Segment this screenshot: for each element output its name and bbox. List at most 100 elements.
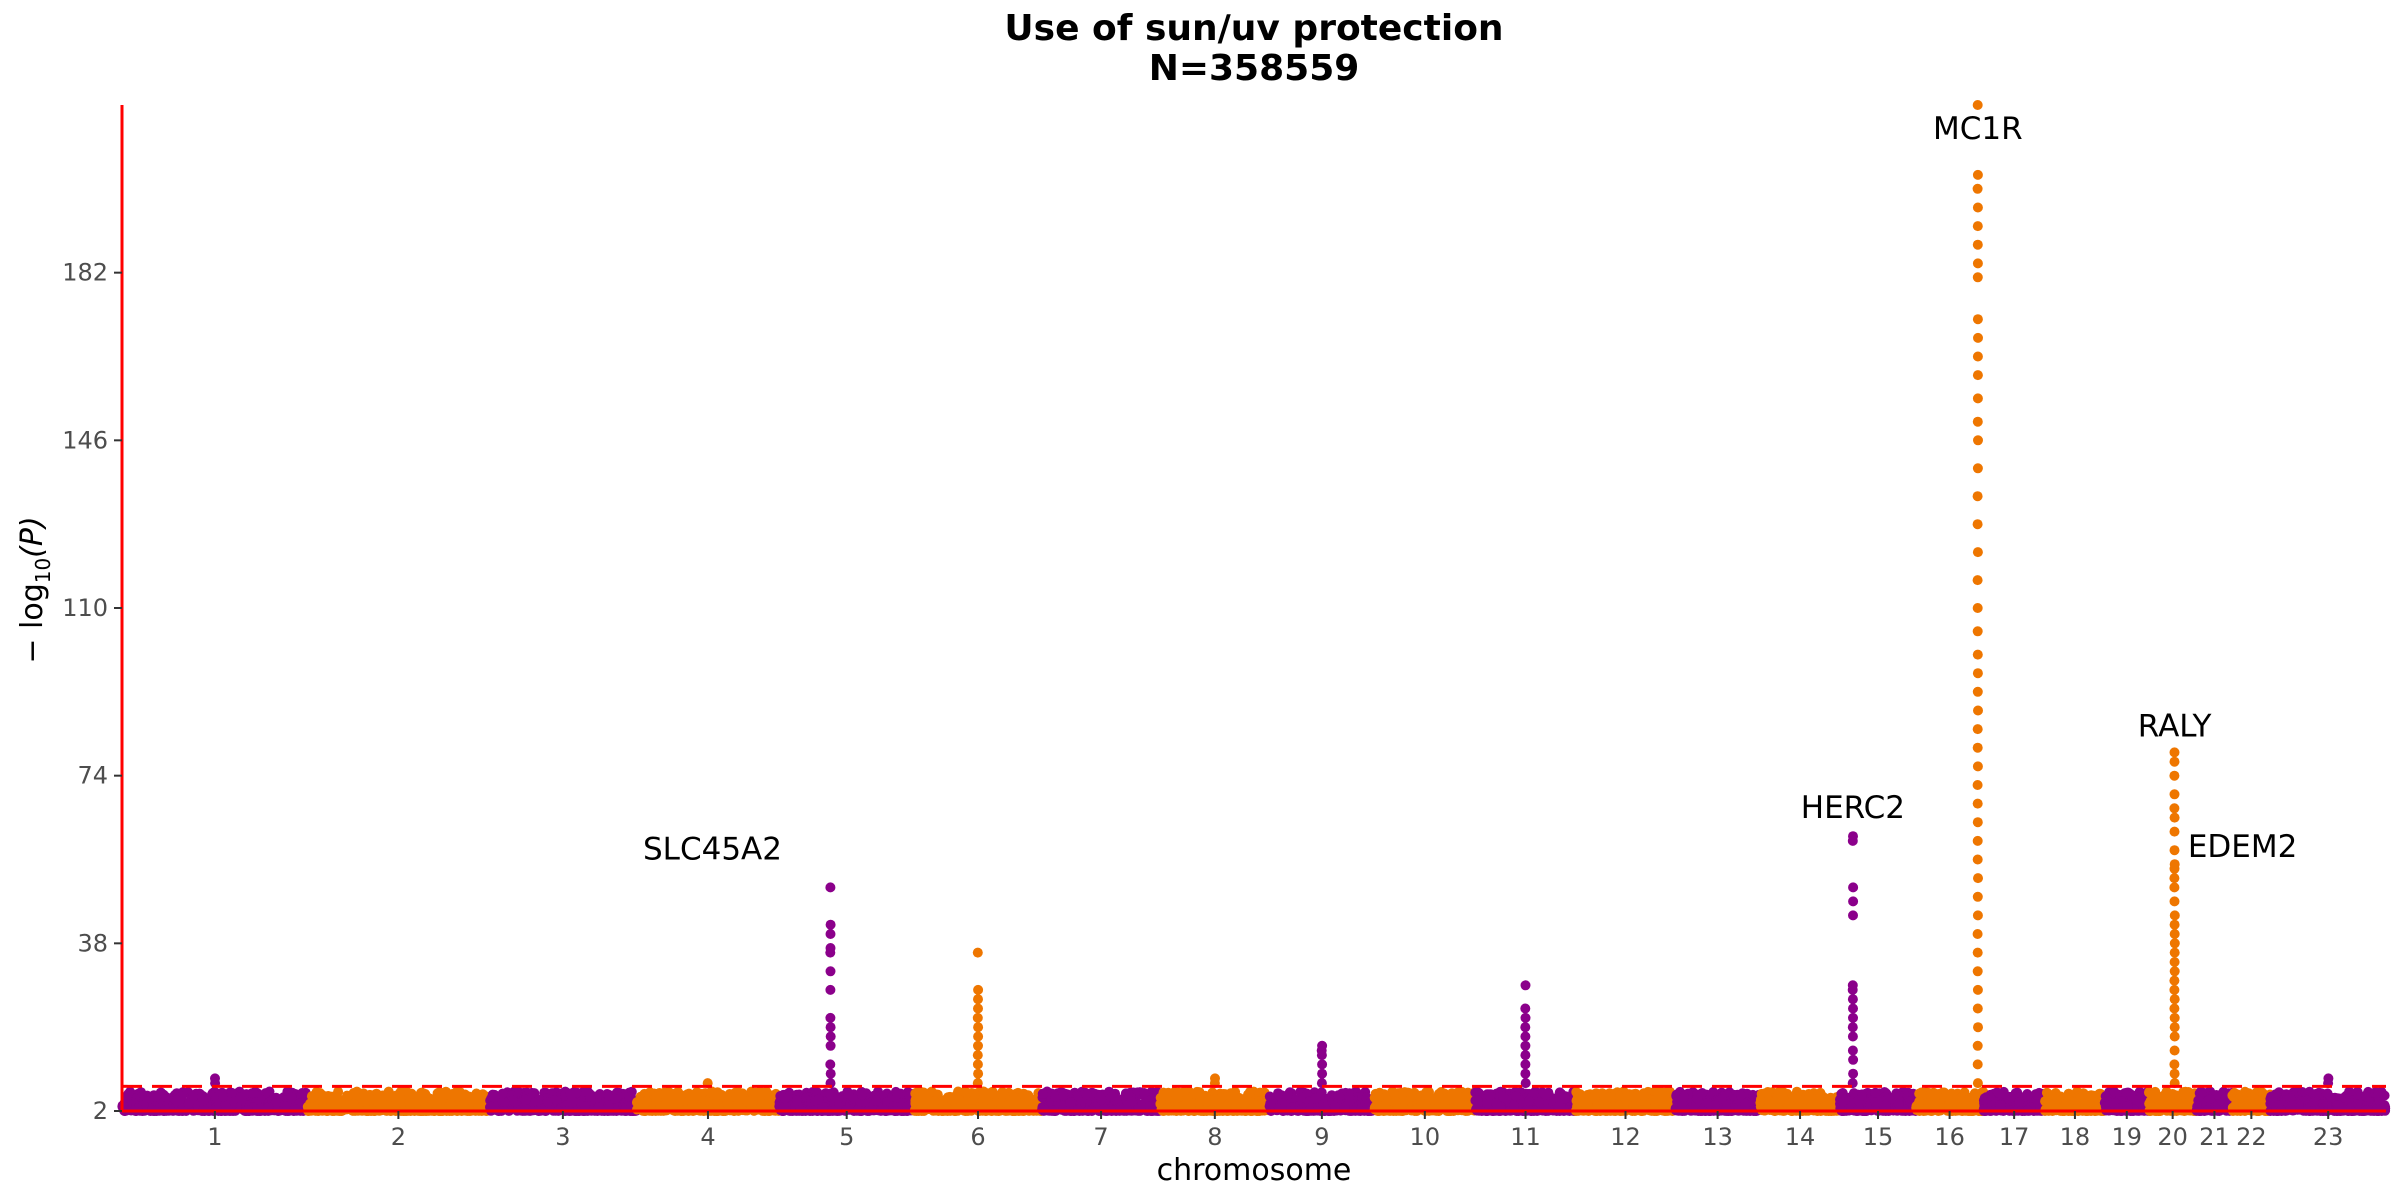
data-point: [1709, 1100, 1720, 1111]
data-point: [249, 1088, 259, 1099]
data-point: [384, 1088, 395, 1099]
data-point: [1692, 1093, 1703, 1104]
data-point: [218, 1091, 228, 1102]
data-point: [1242, 1095, 1253, 1106]
data-point: [297, 1088, 307, 1099]
data-point: [1081, 1089, 1092, 1100]
data-point: [341, 1104, 352, 1115]
data-point: [566, 1095, 577, 1106]
data-point: [1631, 1091, 1642, 1101]
data-point: [585, 1092, 596, 1103]
data-point: [1457, 1096, 1468, 1107]
data-point: [375, 1091, 385, 1102]
data-point: [1509, 1100, 1520, 1111]
chart-title: Use of sun/uv protection: [1004, 8, 1503, 49]
data-point: [742, 1096, 753, 1107]
data-point: [1155, 1092, 1166, 1103]
data-point: [1471, 1104, 1482, 1115]
data-point: [1344, 1091, 1355, 1102]
data-point: [1192, 1089, 1203, 1099]
data-point: [594, 1089, 605, 1099]
data-point: [1058, 1090, 1069, 1101]
data-point: [1230, 1086, 1241, 1097]
data-point: [792, 1095, 803, 1106]
data-point: [1484, 1090, 1495, 1101]
data-point: [150, 1091, 161, 1102]
data-point: [943, 1092, 954, 1103]
data-point: [1406, 1091, 1417, 1102]
data-point: [953, 1086, 964, 1097]
data-point: [1008, 1098, 1019, 1109]
chart-subtitle: N=358559: [1149, 48, 1360, 89]
data-point: [1606, 1092, 1617, 1103]
data-point: [1230, 1095, 1241, 1106]
data-point: [833, 1094, 843, 1105]
data-point: [1373, 1092, 1384, 1103]
data-point: [1107, 1091, 1118, 1102]
data-point: [813, 1094, 824, 1105]
data-point: [579, 1101, 590, 1112]
data-point: [1721, 1104, 1732, 1115]
data-point: [507, 1095, 518, 1106]
data-point: [641, 1096, 652, 1107]
data-point: [315, 1088, 325, 1098]
data-point: [226, 1087, 237, 1098]
data-point: [1491, 1098, 1502, 1109]
data-point: [871, 1095, 881, 1106]
data-point: [824, 1088, 835, 1099]
data-point: [843, 1088, 854, 1099]
data-point: [1740, 1098, 1751, 1109]
data-point: [571, 1087, 582, 1098]
data-point: [411, 1097, 422, 1108]
data-point: [1442, 1092, 1453, 1103]
data-point: [716, 1089, 727, 1100]
data-point: [161, 1092, 172, 1103]
data-point: [235, 1092, 246, 1103]
data-point: [395, 1087, 406, 1098]
data-point: [655, 1101, 666, 1112]
data-point: [687, 1093, 698, 1104]
data-point: [856, 1089, 867, 1100]
data-point: [171, 1095, 182, 1106]
data-point: [978, 1087, 989, 1098]
data-point: [1523, 1096, 1534, 1106]
data-point: [1096, 1094, 1107, 1105]
data-point: [1574, 1094, 1585, 1104]
data-points: [117, 100, 2391, 1116]
data-point: [651, 1093, 662, 1103]
data-point: [1620, 1092, 1631, 1103]
data-point: [1510, 1091, 1521, 1102]
data-point: [1037, 1089, 1048, 1099]
data-point: [428, 1094, 439, 1105]
data-point: [1430, 1093, 1441, 1104]
data-point: [434, 1087, 445, 1098]
data-point: [253, 1104, 264, 1115]
data-point: [892, 1088, 903, 1099]
data-point: [1677, 1099, 1688, 1110]
data-point: [418, 1088, 429, 1099]
data-point: [1210, 1094, 1221, 1104]
data-point: [1533, 1097, 1544, 1108]
data-point: [1472, 1095, 1483, 1106]
data-point: [342, 1090, 352, 1101]
data-point: [520, 1094, 531, 1105]
data-point: [757, 1089, 768, 1100]
data-point: [497, 1088, 508, 1099]
data-point: [1065, 1097, 1076, 1108]
data-point: [360, 1096, 371, 1107]
data-point: [499, 1097, 510, 1108]
data-point: [624, 1091, 634, 1102]
data-point: [1173, 1088, 1184, 1099]
data-point: [779, 1093, 790, 1104]
data-point: [1265, 1098, 1276, 1109]
data-point: [489, 1092, 500, 1103]
data-point: [349, 1088, 360, 1099]
data-point: [1591, 1088, 1602, 1099]
data-point: [712, 1097, 723, 1108]
data-point: [123, 1089, 134, 1100]
data-point: [456, 1089, 467, 1100]
data-point: [1282, 1089, 1293, 1100]
data-point: [1387, 1086, 1398, 1097]
data-point: [1653, 1095, 1664, 1106]
